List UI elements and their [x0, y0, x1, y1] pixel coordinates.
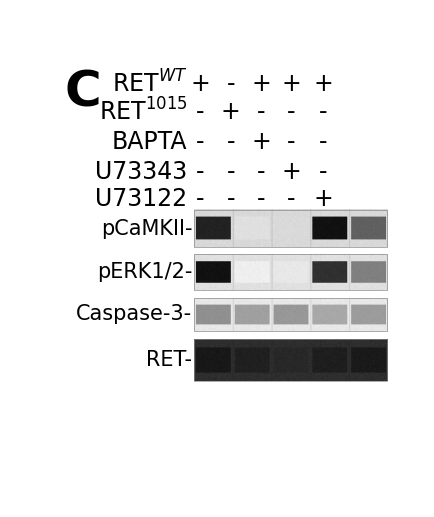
Text: +: +	[282, 160, 301, 184]
Text: U73122: U73122	[95, 187, 187, 211]
Text: -: -	[227, 187, 235, 211]
Text: +: +	[251, 130, 271, 154]
Text: -: -	[257, 100, 265, 124]
Text: -: -	[196, 130, 205, 154]
Bar	[194, 339, 387, 381]
Text: RET$^{WT}$: RET$^{WT}$	[112, 70, 187, 98]
Bar	[194, 254, 387, 290]
Text: -: -	[196, 187, 205, 211]
Text: RET$^{1015}$: RET$^{1015}$	[99, 98, 187, 126]
Text: C: C	[64, 68, 101, 116]
Text: RET-: RET-	[146, 350, 192, 370]
Text: +: +	[313, 72, 333, 96]
Text: +: +	[221, 100, 241, 124]
Text: +: +	[251, 72, 271, 96]
Text: +: +	[282, 72, 301, 96]
Text: -: -	[196, 160, 205, 184]
Text: -: -	[319, 100, 328, 124]
Text: -: -	[227, 130, 235, 154]
Text: -: -	[287, 187, 296, 211]
Text: BAPTA: BAPTA	[112, 130, 187, 154]
Text: U73343: U73343	[95, 160, 187, 184]
Text: -: -	[287, 130, 296, 154]
Text: -: -	[257, 160, 265, 184]
Text: -: -	[196, 100, 205, 124]
Text: -: -	[227, 72, 235, 96]
Text: +: +	[191, 72, 210, 96]
Text: +: +	[313, 187, 333, 211]
Bar	[194, 210, 387, 247]
Text: pCaMKII-: pCaMKII-	[101, 219, 192, 239]
Text: pERK1/2-: pERK1/2-	[97, 262, 192, 282]
Text: -: -	[287, 100, 296, 124]
Text: -: -	[319, 130, 328, 154]
Text: -: -	[319, 160, 328, 184]
Bar	[194, 298, 387, 331]
Text: -: -	[257, 187, 265, 211]
Text: -: -	[227, 160, 235, 184]
Text: Caspase-3-: Caspase-3-	[76, 305, 192, 325]
